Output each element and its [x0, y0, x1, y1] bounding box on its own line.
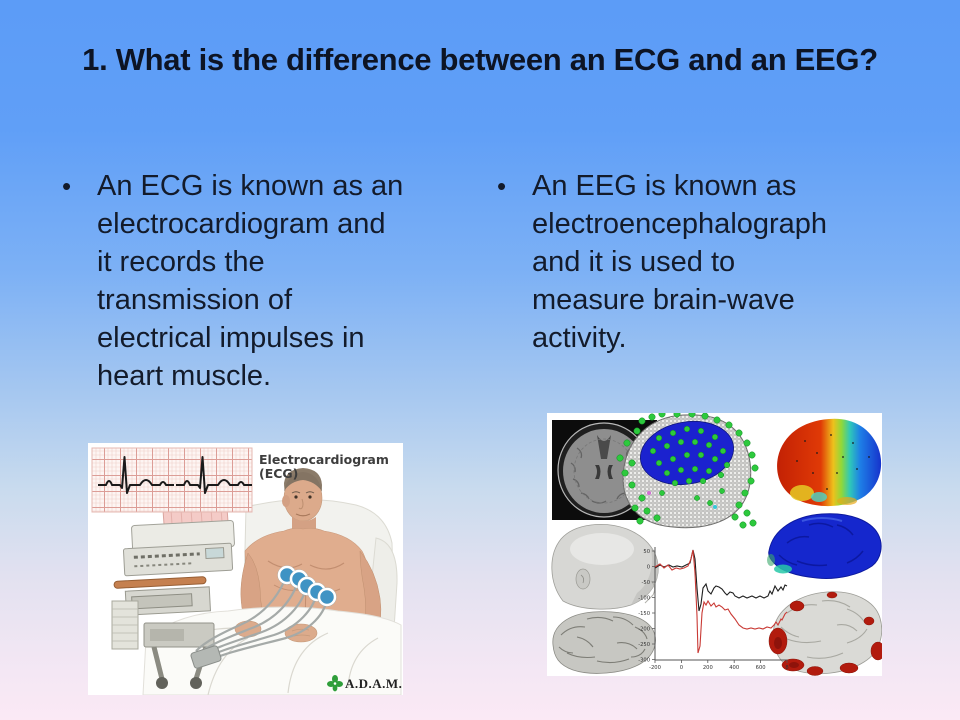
- topographic-map: [777, 418, 882, 507]
- svg-text:400: 400: [729, 665, 739, 671]
- erp-waveform-plot: 50 0 -50 -100 -150 -200 -250 -300 -200 0…: [638, 547, 789, 671]
- erp-y-tick-labels: 50 0 -50 -100 -150 -200 -250 -300: [638, 549, 650, 664]
- floating-electrode-dots: [616, 413, 759, 529]
- erp-trace-black: [654, 549, 788, 612]
- eeg-montage: 50 0 -50 -100 -150 -200 -250 -300 -200 0…: [547, 413, 882, 676]
- bullet-text-ecg: An ECG is known as an electrocardiogram …: [97, 170, 404, 392]
- bullet-glyph: •: [62, 171, 72, 201]
- svg-text:8: 8: [785, 665, 788, 671]
- svg-text:-300: -300: [638, 658, 650, 664]
- mesh-head-model: [616, 413, 759, 529]
- svg-text:0: 0: [680, 665, 683, 671]
- adam-clover-icon: [327, 675, 343, 692]
- head-render: [551, 524, 659, 610]
- ecg-caption-line1: Electrocardiogram: [259, 452, 389, 467]
- svg-text:-50: -50: [642, 580, 650, 586]
- eeg-montage-svg: 50 0 -50 -100 -150 -200 -250 -300 -200 0…: [547, 413, 882, 676]
- adam-logo-text: A.D.A.M.: [345, 676, 402, 691]
- erp-trace-red: [654, 549, 788, 654]
- ecg-machine: [111, 504, 235, 689]
- erp-x-tick-labels: -200 0 200 400 600 8: [649, 665, 789, 671]
- page-title: 1. What is the difference between an ECG…: [82, 42, 878, 77]
- ecg-illustration: Electrocardiogram (ECG) A.D.A.M.: [88, 443, 403, 695]
- electrode-dots: [649, 425, 731, 487]
- activation-brain-render: [768, 591, 882, 676]
- svg-text:0: 0: [647, 565, 650, 571]
- ecg-trace-strip: [91, 447, 253, 513]
- svg-text:50: 50: [643, 549, 650, 555]
- bullet-item-ecg: • An ECG is known as an electrocardiogra…: [62, 167, 462, 395]
- svg-text:200: 200: [703, 665, 713, 671]
- svg-text:-200: -200: [638, 627, 650, 633]
- blue-brain-render: [767, 513, 882, 579]
- svg-text:600: 600: [756, 665, 766, 671]
- bullet-text-eeg: An EEG is known as electroencephalograph…: [532, 170, 828, 354]
- ecg-illustration-svg: Electrocardiogram (ECG) A.D.A.M.: [91, 447, 402, 695]
- svg-text:-100: -100: [638, 596, 650, 602]
- svg-text:-250: -250: [638, 642, 650, 648]
- adam-logo: A.D.A.M.: [327, 675, 402, 692]
- bullet-glyph: •: [497, 171, 507, 201]
- electrode-wires: [190, 574, 329, 669]
- ecg-caption-line2: (ECG): [259, 466, 298, 481]
- bullet-item-eeg: • An EEG is known as electroencephalogra…: [497, 167, 897, 357]
- svg-text:-150: -150: [638, 611, 650, 617]
- svg-text:-200: -200: [649, 665, 661, 671]
- chest-electrodes: [277, 565, 337, 607]
